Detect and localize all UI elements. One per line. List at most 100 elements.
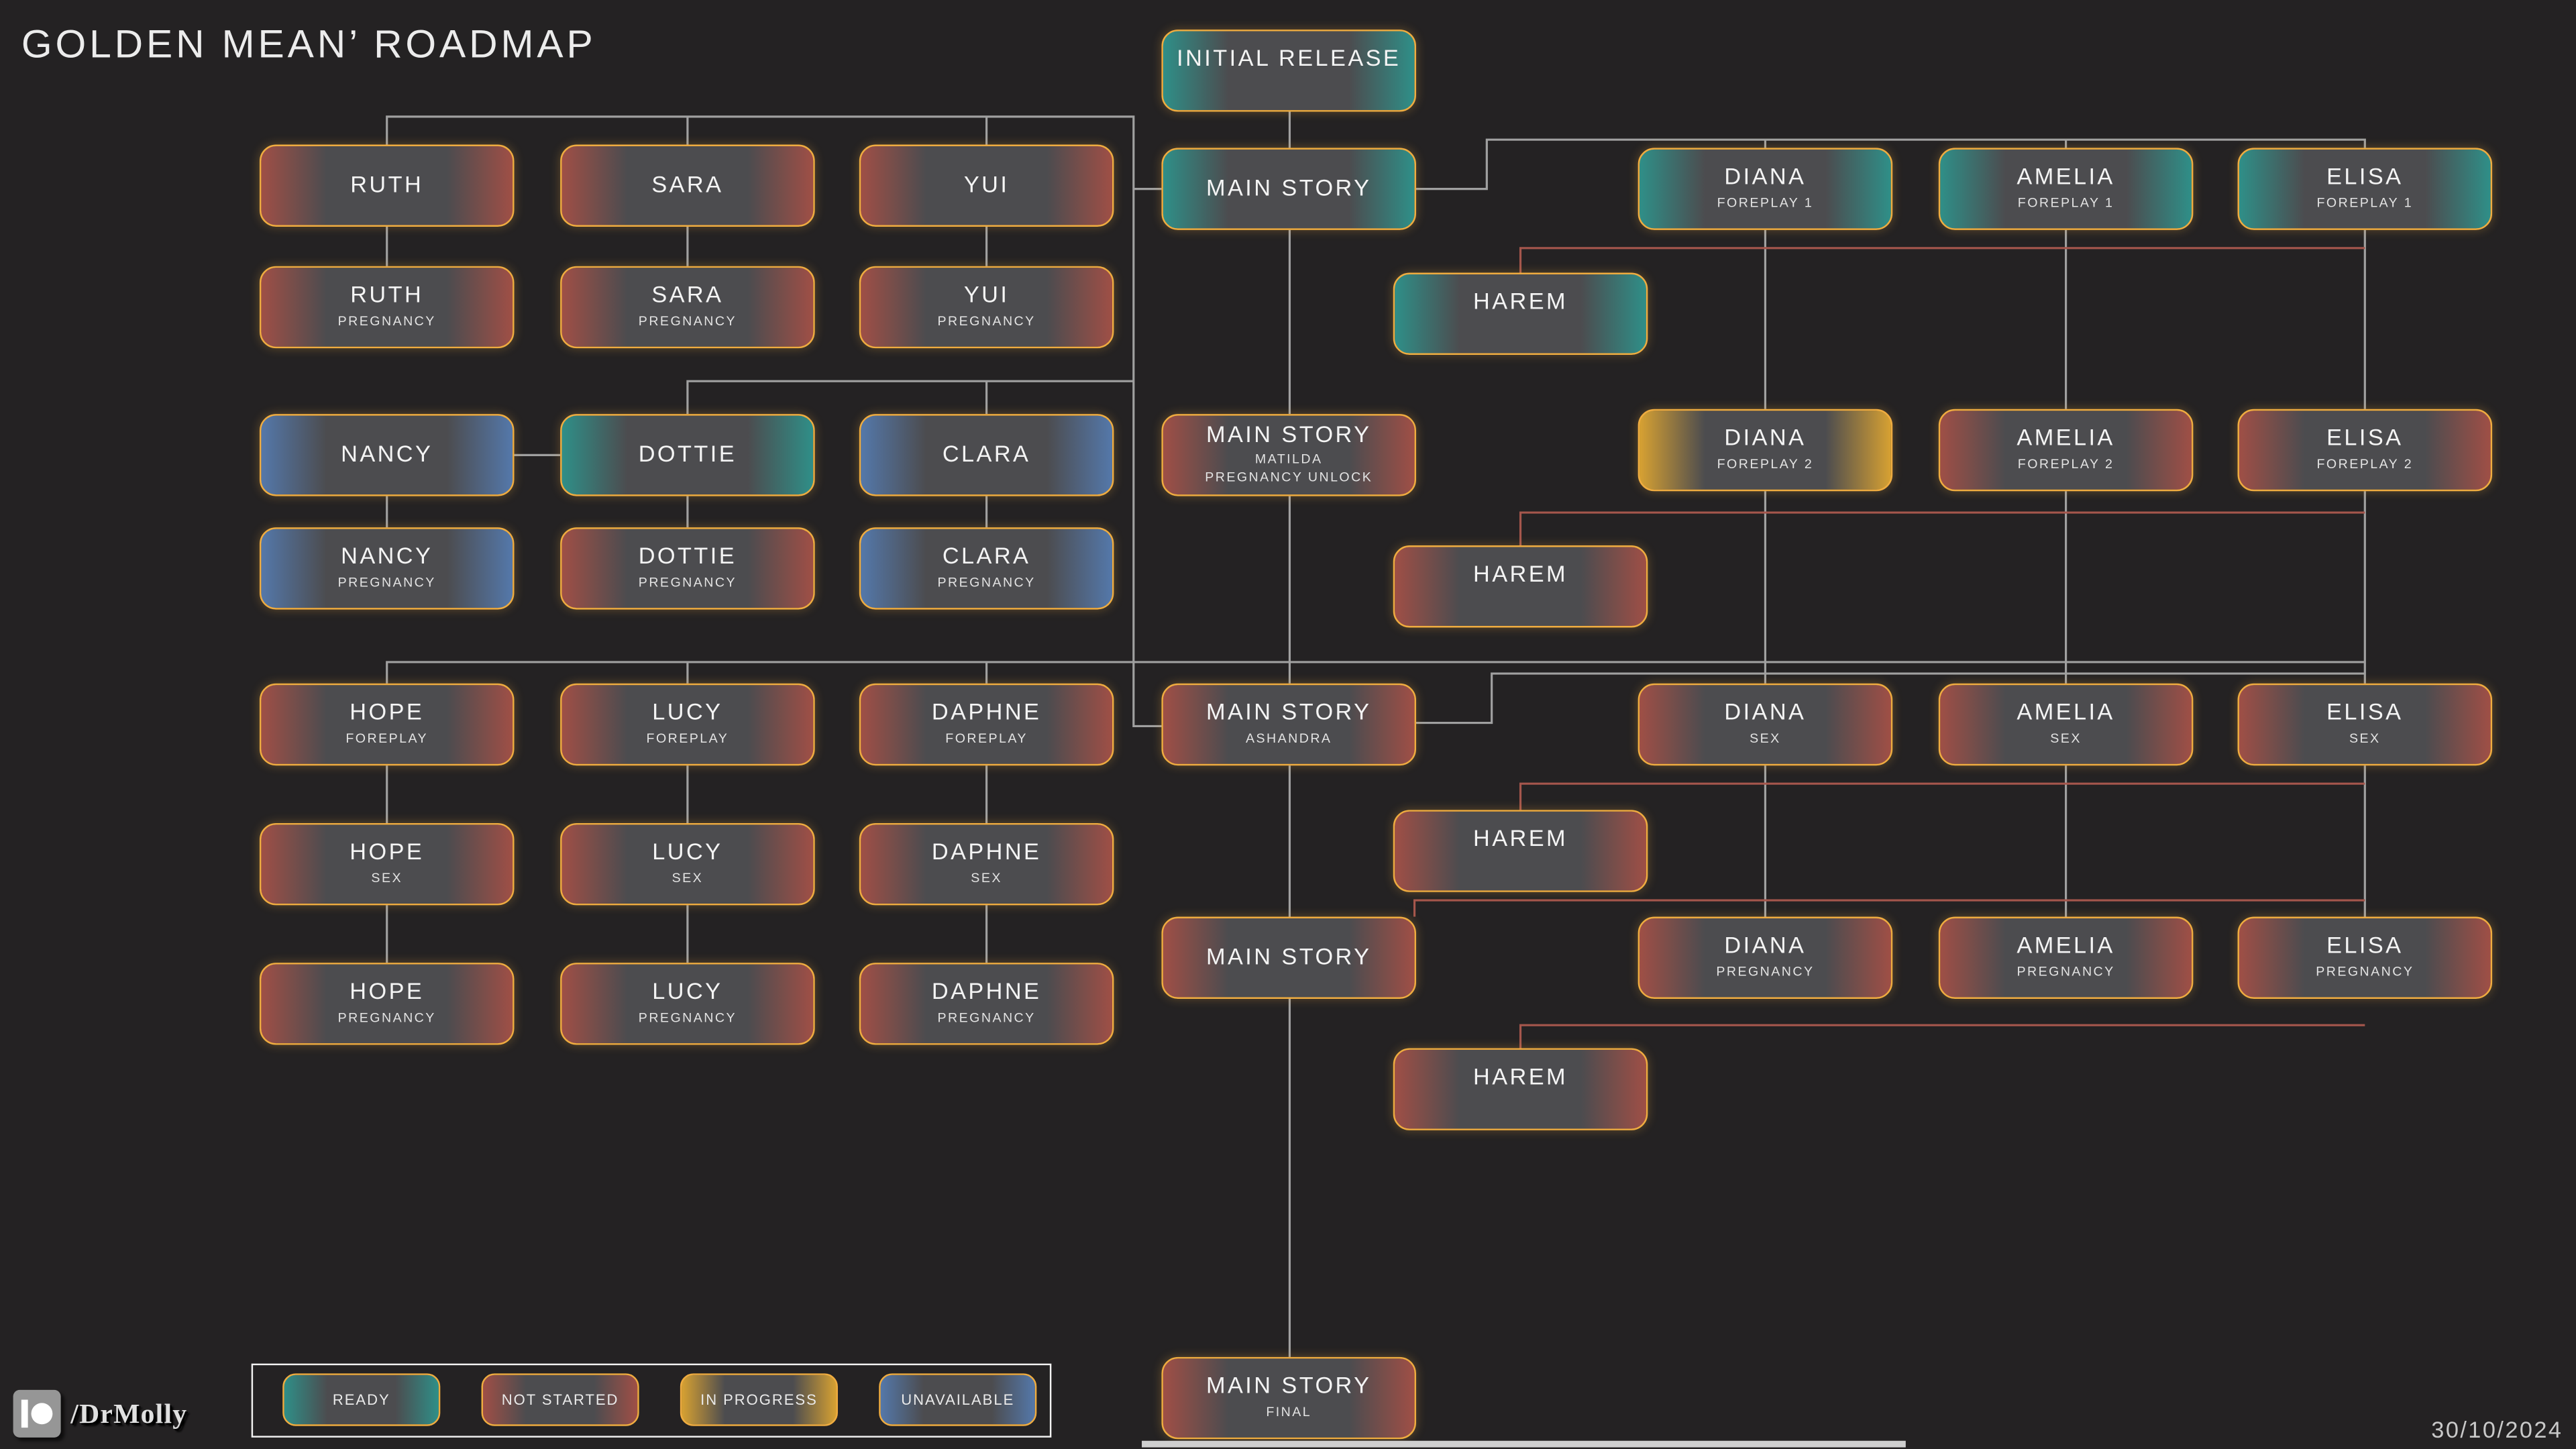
page-title: GOLDEN MEAN’ ROADMAP — [21, 23, 596, 68]
patreon-icon-dot — [31, 1403, 53, 1425]
node-title: HOPE — [350, 978, 425, 1005]
node-nancy-pregnancy: NANCY PREGNANCY — [259, 527, 515, 610]
node-elisa-foreplay2: ELISA FOREPLAY 2 — [2237, 409, 2493, 492]
node-subtitle: SEX — [672, 870, 704, 885]
node-title: RUTH — [350, 281, 424, 308]
node-title: AMELIA — [2017, 698, 2115, 725]
node-dottie-pregnancy: DOTTIE PREGNANCY — [560, 527, 815, 610]
node-main-story-2: MAIN STORY — [1161, 916, 1417, 999]
node-subtitle — [1518, 320, 1523, 337]
node-title: CLARA — [942, 543, 1031, 570]
node-subtitle: FOREPLAY 2 — [2017, 456, 2114, 472]
node-amelia-pregnancy: AMELIA PREGNANCY — [1938, 916, 2194, 999]
node-title: MAIN STORY — [1206, 1372, 1372, 1399]
node-title: AMELIA — [2017, 932, 2115, 959]
legend-item-unavailable: UNAVAILABLE — [879, 1373, 1037, 1426]
node-title: DIANA — [1724, 424, 1807, 451]
node-dottie: DOTTIE — [560, 414, 815, 496]
node-title: MAIN STORY — [1206, 420, 1372, 447]
node-subtitle: SEX — [1750, 731, 1781, 746]
node-title: MAIN STORY — [1206, 174, 1372, 201]
node-subtitle: PREGNANCY — [337, 313, 436, 329]
node-title: ELISA — [2326, 932, 2404, 959]
legend-item-in-progress: IN PROGRESS — [680, 1373, 838, 1426]
node-yui: YUI — [859, 144, 1114, 227]
node-title: YUI — [963, 281, 1010, 308]
node-hope-sex: HOPE SEX — [259, 822, 515, 906]
node-title: DIANA — [1724, 163, 1807, 190]
node-title: DAPHNE — [931, 698, 1042, 725]
connector-lines-gray — [386, 111, 2366, 1357]
node-ruth-pregnancy: RUTH PREGNANCY — [259, 266, 515, 349]
node-title: CLARA — [942, 441, 1031, 468]
node-main-story-matilda: MAIN STORY MATILDA PREGNANCY UNLOCK — [1161, 414, 1417, 496]
node-title: MAIN STORY — [1206, 943, 1372, 970]
node-clara: CLARA — [859, 414, 1114, 496]
node-hope-pregnancy: HOPE PREGNANCY — [259, 963, 515, 1045]
node-clara-pregnancy: CLARA PREGNANCY — [859, 527, 1114, 610]
node-amelia-sex: AMELIA SEX — [1938, 683, 2194, 766]
node-title: DAPHNE — [931, 838, 1042, 865]
node-title: DOTTIE — [638, 543, 737, 570]
node-subtitle: PREGNANCY — [638, 313, 737, 329]
node-subtitle: FOREPLAY 2 — [2316, 456, 2414, 472]
node-harem-4: HAREM — [1393, 1048, 1648, 1130]
node-title: ELISA — [2326, 163, 2404, 190]
node-harem-3: HAREM — [1393, 810, 1648, 892]
node-title: DIANA — [1724, 932, 1807, 959]
node-subtitle — [1518, 1095, 1523, 1113]
node-subtitle: FOREPLAY 1 — [2017, 195, 2114, 210]
node-subtitle: PREGNANCY — [337, 574, 436, 590]
date-stamp: 30/10/2024 — [2431, 1416, 2563, 1443]
legend: READY NOT STARTED IN PROGRESS UNAVAILABLE — [251, 1363, 1052, 1438]
node-subtitle — [1518, 857, 1523, 875]
node-subtitle: PREGNANCY — [937, 574, 1036, 590]
node-main-story-final: MAIN STORY FINAL — [1161, 1356, 1417, 1440]
legend-item-ready: READY — [282, 1373, 441, 1426]
node-title: HAREM — [1473, 561, 1568, 588]
node-title: DIANA — [1724, 698, 1807, 725]
node-title: AMELIA — [2017, 424, 2115, 451]
node-subtitle: PREGNANCY — [937, 313, 1036, 329]
node-subtitle: PREGNANCY — [2316, 964, 2414, 979]
node-subtitle: FOREPLAY — [945, 731, 1028, 746]
node-yui-pregnancy: YUI PREGNANCY — [859, 266, 1114, 349]
node-lucy-foreplay: LUCY FOREPLAY — [560, 683, 815, 766]
node-subtitle: PREGNANCY — [2017, 964, 2115, 979]
node-subtitle: SEX — [2349, 731, 2381, 746]
node-title: SARA — [651, 281, 724, 308]
node-title: SARA — [651, 171, 724, 198]
credit-handle: /DrMolly — [70, 1397, 188, 1429]
node-amelia-foreplay1: AMELIA FOREPLAY 1 — [1938, 148, 2194, 230]
node-title: INITIAL RELEASE — [1177, 45, 1401, 72]
node-diana-pregnancy: DIANA PREGNANCY — [1638, 916, 1893, 999]
node-amelia-foreplay2: AMELIA FOREPLAY 2 — [1938, 409, 2194, 492]
node-title: AMELIA — [2017, 163, 2115, 190]
node-subtitle: FOREPLAY — [345, 731, 429, 746]
node-title: NANCY — [341, 543, 433, 570]
horizontal-scrollbar-thumb[interactable] — [1142, 1440, 1906, 1448]
node-main-story-ashandra: MAIN STORY ASHANDRA — [1161, 683, 1417, 766]
node-ruth: RUTH — [259, 144, 515, 227]
node-daphne-pregnancy: DAPHNE PREGNANCY — [859, 963, 1114, 1045]
node-initial-release: INITIAL RELEASE — [1161, 30, 1417, 112]
node-subtitle: PREGNANCY — [1716, 964, 1815, 979]
patreon-icon — [13, 1389, 61, 1438]
legend-item-not-started: NOT STARTED — [481, 1373, 639, 1426]
node-subtitle: FOREPLAY 1 — [1717, 195, 1814, 210]
node-harem-1: HAREM — [1393, 272, 1648, 355]
node-daphne-sex: DAPHNE SEX — [859, 822, 1114, 906]
node-subtitle: PREGNANCY — [337, 1010, 436, 1025]
node-title: LUCY — [652, 698, 723, 725]
node-subtitle: ASHANDRA — [1245, 731, 1332, 746]
node-title: HOPE — [350, 838, 425, 865]
node-sara-pregnancy: SARA PREGNANCY — [560, 266, 815, 349]
connector-lines-red — [1413, 247, 2365, 1049]
node-subtitle: SEX — [2050, 731, 2082, 746]
node-title: HAREM — [1473, 1063, 1568, 1090]
node-title: DAPHNE — [931, 978, 1042, 1005]
node-lucy-pregnancy: LUCY PREGNANCY — [560, 963, 815, 1045]
node-subtitle: FOREPLAY 1 — [2316, 195, 2414, 210]
node-subtitle: PREGNANCY — [638, 574, 737, 590]
